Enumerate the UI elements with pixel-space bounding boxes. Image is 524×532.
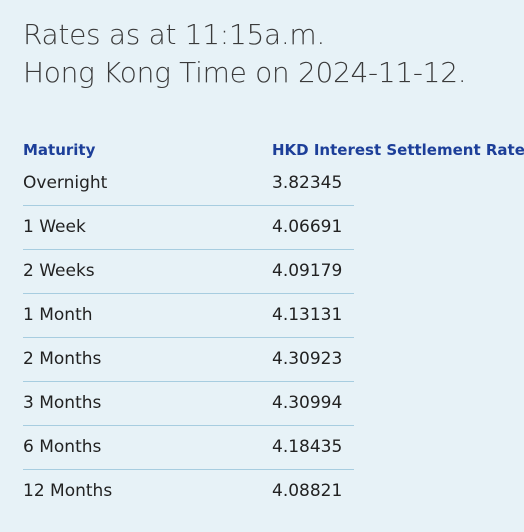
- rate: 4.30994: [272, 393, 343, 413]
- rate: 4.30923: [272, 349, 343, 369]
- row-separator: [23, 337, 354, 338]
- row-separator: [23, 469, 354, 470]
- maturity: 2 Months: [23, 349, 102, 369]
- maturity: 1 Week: [23, 217, 86, 237]
- maturity: Overnight: [23, 173, 108, 193]
- rate: 4.09179: [272, 261, 343, 281]
- rate: 4.08821: [272, 481, 343, 501]
- maturity: 1 Month: [23, 305, 93, 325]
- title-line: Rates as at 11:15a.m.: [23, 18, 326, 51]
- rate: 4.18435: [272, 437, 343, 457]
- maturity: 6 Months: [23, 437, 102, 457]
- maturity: 2 Weeks: [23, 261, 95, 281]
- maturity: 12 Months: [23, 481, 113, 501]
- title-line: Hong Kong Time on 2024-11-12.: [23, 56, 467, 89]
- row-separator: [23, 205, 354, 206]
- row-separator: [23, 293, 354, 294]
- row-separator: [23, 425, 354, 426]
- rate: 3.82345: [272, 173, 343, 193]
- maturity: 3 Months: [23, 393, 102, 413]
- row-separator: [23, 249, 354, 250]
- row-separator: [23, 381, 354, 382]
- rate: 4.06691: [272, 217, 343, 237]
- column-header: HKD Interest Settlement Rates: [272, 141, 524, 159]
- rate: 4.13131: [272, 305, 343, 325]
- column-header: Maturity: [23, 141, 96, 159]
